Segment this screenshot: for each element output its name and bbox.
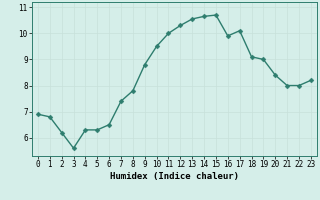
X-axis label: Humidex (Indice chaleur): Humidex (Indice chaleur) — [110, 172, 239, 181]
